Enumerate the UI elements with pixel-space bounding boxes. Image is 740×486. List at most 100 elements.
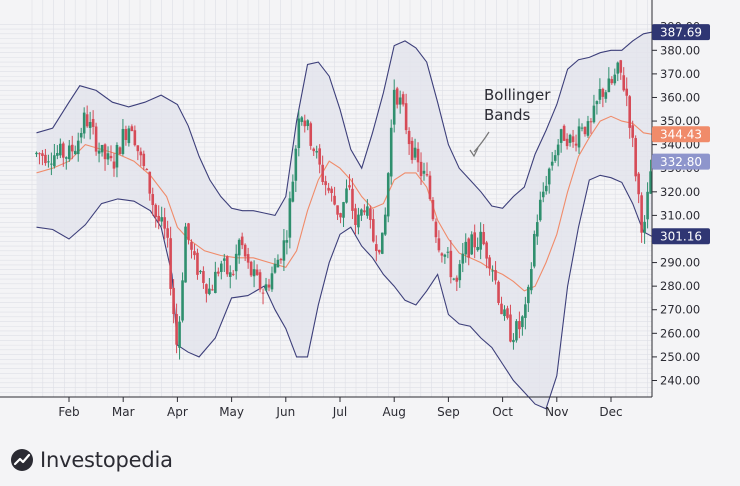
candle-up xyxy=(127,128,131,144)
candle-up xyxy=(282,240,286,261)
candle-up xyxy=(73,150,77,155)
candle-down xyxy=(154,204,158,218)
y-tick-label: 310.00 xyxy=(660,208,700,222)
x-tick-label: Dec xyxy=(599,405,622,419)
candle-down xyxy=(312,148,316,152)
candle-down xyxy=(240,236,244,246)
y-tick-label: 270.00 xyxy=(660,303,700,317)
candle-down xyxy=(369,208,372,221)
candle-down xyxy=(169,238,172,289)
candle-down xyxy=(145,169,149,171)
candle-down xyxy=(497,281,500,303)
candle-down xyxy=(151,194,155,206)
candle-down xyxy=(494,270,497,281)
candle-down xyxy=(321,164,324,182)
x-tick-label: Apr xyxy=(167,405,188,419)
candle-up xyxy=(464,241,468,255)
candle-down xyxy=(148,171,152,194)
candle-up xyxy=(273,263,277,273)
candle-up xyxy=(59,143,62,156)
candle-down xyxy=(506,308,509,318)
candle-down xyxy=(94,126,98,152)
candle-up xyxy=(604,92,608,99)
x-tick-label: Jul xyxy=(332,405,347,419)
candle-down xyxy=(211,289,214,291)
candle-up xyxy=(285,240,289,243)
candle-up xyxy=(443,254,447,257)
candle-up xyxy=(446,251,450,253)
candle-down xyxy=(136,145,140,152)
candle-up xyxy=(458,264,462,281)
candle-down xyxy=(631,125,634,138)
candle-down xyxy=(38,153,41,155)
candle-up xyxy=(530,269,533,291)
candle-up xyxy=(592,105,596,123)
candle-up xyxy=(553,155,557,161)
y-tick-label: 280.00 xyxy=(660,279,700,293)
candle-down xyxy=(205,284,208,294)
candle-down xyxy=(243,244,247,257)
x-tick-label: Nov xyxy=(545,405,568,419)
candle-down xyxy=(571,136,575,143)
candle-up xyxy=(306,120,310,127)
candle-down xyxy=(354,208,357,226)
candle-down xyxy=(562,125,566,141)
candle-up xyxy=(35,152,38,155)
candlesticks xyxy=(35,59,652,360)
candle-down xyxy=(118,147,122,155)
candle-down xyxy=(44,154,47,164)
candle-up xyxy=(214,271,217,294)
price-label-box xyxy=(652,228,710,245)
annotation-arrowhead xyxy=(469,147,479,158)
candle-up xyxy=(503,309,506,317)
candle-down xyxy=(455,277,459,282)
candle-up xyxy=(88,122,92,128)
candle-down xyxy=(258,272,262,290)
candle-up xyxy=(79,133,83,138)
candle-up xyxy=(568,134,572,143)
y-tick-label: 350.00 xyxy=(660,114,700,128)
candle-down xyxy=(142,153,146,167)
candle-up xyxy=(181,280,184,321)
candle-up xyxy=(53,155,56,167)
price-label-text: 344.43 xyxy=(660,128,702,142)
candle-down xyxy=(449,250,453,278)
candle-down xyxy=(70,144,74,152)
candle-down xyxy=(187,223,190,240)
x-tick-label: Mar xyxy=(112,405,135,419)
upper-band-line xyxy=(36,31,652,217)
candle-up xyxy=(386,173,390,217)
candle-down xyxy=(363,210,366,213)
x-tick-label: Aug xyxy=(382,405,405,419)
candle-up xyxy=(577,126,581,148)
candle-up xyxy=(297,118,301,149)
candle-down xyxy=(255,269,259,275)
candle-up xyxy=(646,191,649,220)
candle-up xyxy=(222,258,226,261)
candle-up xyxy=(64,157,68,159)
y-tick-label: 320.00 xyxy=(660,185,700,199)
price-label-text: 301.16 xyxy=(660,230,702,244)
bollinger-annotation: Bollinger Bands xyxy=(469,86,551,158)
candle-up xyxy=(288,198,292,238)
x-tick-label: Feb xyxy=(58,405,79,419)
candle-down xyxy=(628,96,631,128)
band-fill xyxy=(36,32,652,409)
candle-down xyxy=(172,287,175,315)
annotation-line-1: Bollinger xyxy=(484,86,551,104)
candle-down xyxy=(112,161,116,169)
candle-up xyxy=(649,171,652,194)
y-tick-label: 260.00 xyxy=(660,326,700,340)
candle-up xyxy=(535,222,539,237)
candle-up xyxy=(342,202,345,218)
candle-up xyxy=(491,270,494,272)
candle-down xyxy=(625,88,629,96)
candle-down xyxy=(202,271,205,283)
candle-down xyxy=(348,185,351,188)
candle-up xyxy=(586,121,590,136)
candle-up xyxy=(264,284,268,291)
candle-down xyxy=(404,103,408,131)
candle-up xyxy=(544,185,548,192)
candle-down xyxy=(434,221,438,238)
